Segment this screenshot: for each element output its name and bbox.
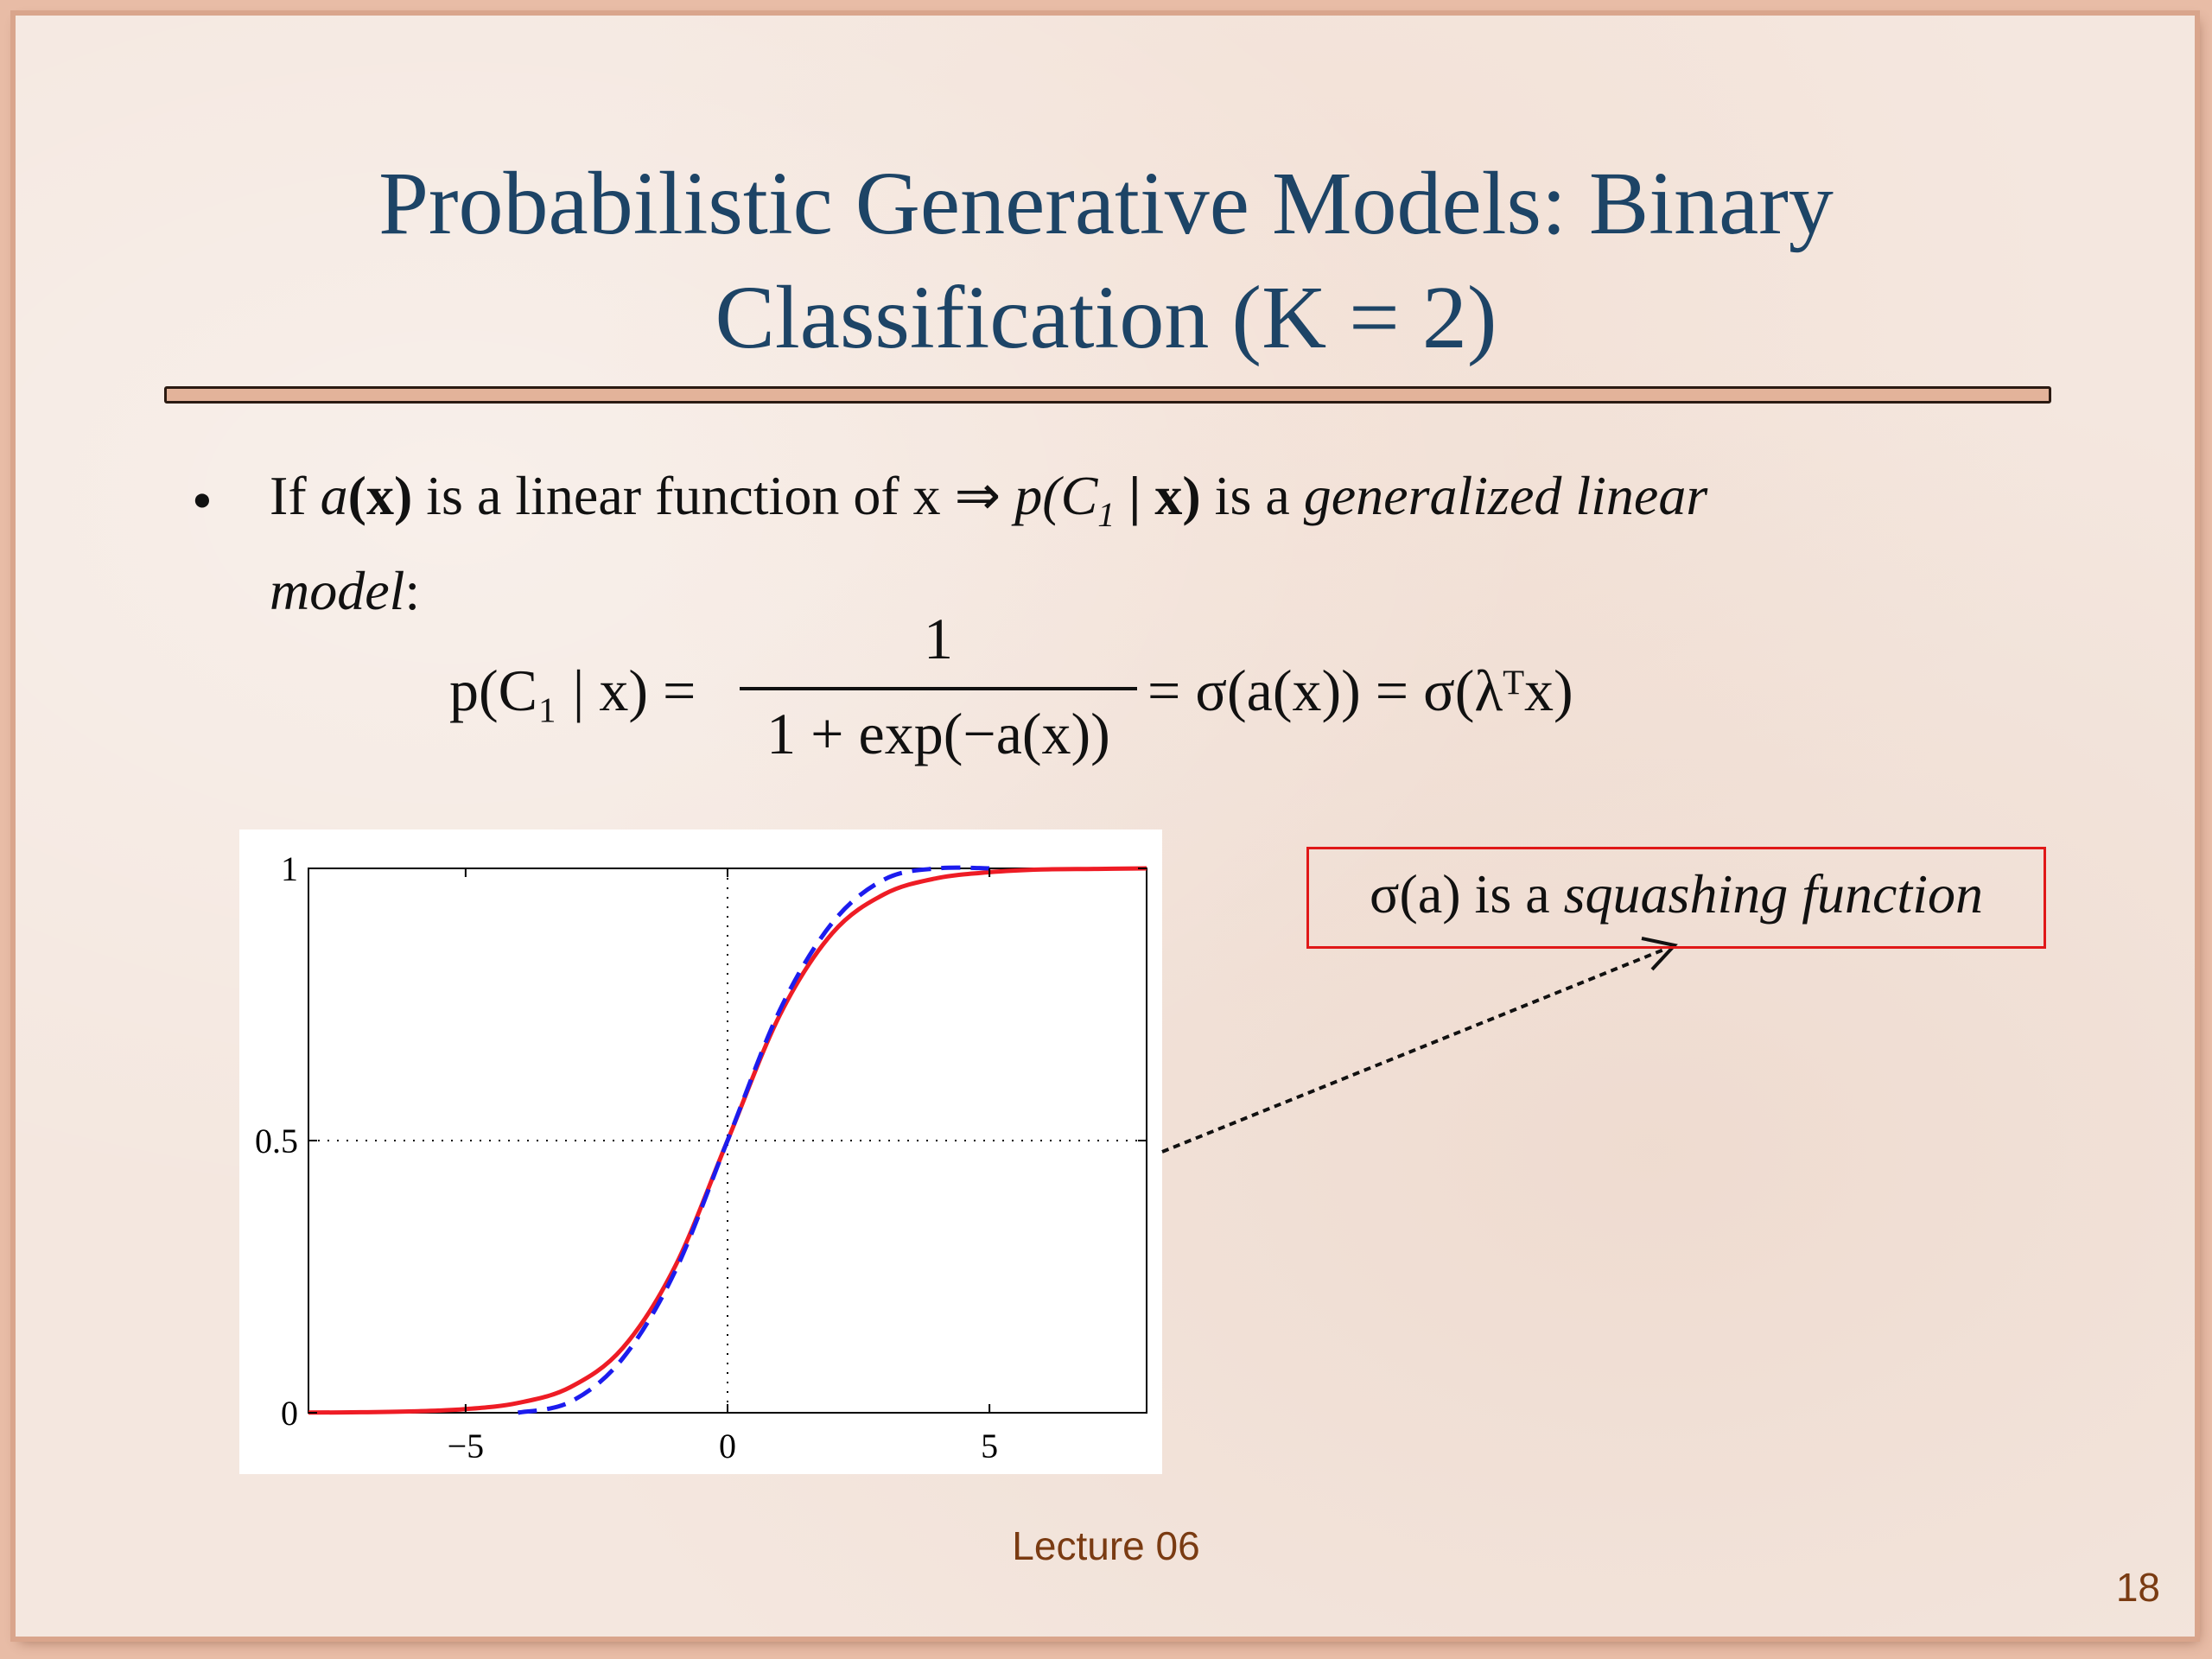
y-tick-label: 1 <box>281 849 298 888</box>
bullet-sub: 1 <box>1097 494 1116 534</box>
bullet-text: If a(x) is a linear function of x ⇒ p(C1… <box>270 458 1998 629</box>
bullet-italic-2: model <box>270 559 405 621</box>
slide-title: Probabilistic Generative Models: Binary … <box>0 147 2212 375</box>
lecture-footer: Lecture 06 <box>1012 1523 1200 1568</box>
callout-italic: squashing function <box>1563 863 1983 925</box>
sigmoid-chart: −5 0 5 0 0.5 1 <box>239 830 1162 1474</box>
page-number: 18 <box>2115 1565 2160 1610</box>
series-line-2 <box>517 865 990 1415</box>
x-tick-label: 0 <box>719 1427 736 1465</box>
fraction-bar <box>740 687 1137 690</box>
x-tick-label: 5 <box>981 1427 998 1465</box>
bullet-px: | x) <box>1115 465 1201 526</box>
bullet-mid: is a linear function of x ⇒ <box>412 465 1015 526</box>
squashing-callout: σ(a) is a squashing function <box>1306 847 2046 949</box>
y-tick-label: 0 <box>281 1394 298 1433</box>
bullet-x: (x) <box>347 465 413 526</box>
title-divider <box>164 386 2051 404</box>
x-tick-label: −5 <box>448 1427 485 1465</box>
bullet-pre: If <box>270 465 321 526</box>
bullet-symbol: • <box>192 467 213 533</box>
callout-text: is a <box>1460 863 1564 925</box>
sigmoid-chart-svg: −5 0 5 0 0.5 1 <box>255 849 1147 1465</box>
equation-denominator: 1 + exp(−a(x)) <box>766 701 1110 766</box>
equation-numerator: 1 <box>924 606 953 671</box>
y-tick-label: 0.5 <box>255 1122 298 1160</box>
bullet-p: p(C <box>1014 465 1098 526</box>
equation-lhs: p(C₁ | x) = <box>449 658 696 723</box>
bullet-a: a <box>320 465 348 526</box>
bullet-line2-post: : <box>404 559 421 621</box>
callout-sigma: σ(a) <box>1370 863 1461 925</box>
bullet-italic-1: generalized linear <box>1303 465 1708 526</box>
title-line-2: Classification (K = 2) <box>715 268 1497 367</box>
title-line-1: Probabilistic Generative Models: Binary <box>378 154 1834 253</box>
equation-rhs: = σ(a(x)) = σ(λᵀx) <box>1147 658 1573 723</box>
bullet-post: is a <box>1200 465 1304 526</box>
